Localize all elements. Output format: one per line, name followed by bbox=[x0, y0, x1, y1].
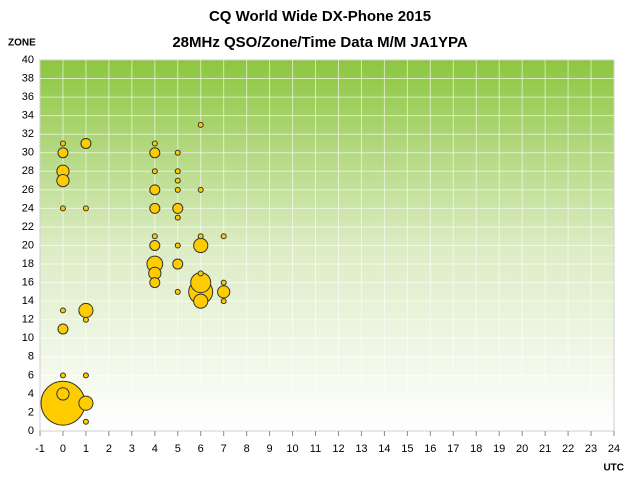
bubble bbox=[172, 258, 184, 270]
x-tick-label: 11 bbox=[310, 443, 321, 455]
y-tick-label: 18 bbox=[22, 258, 34, 270]
y-tick-label: 20 bbox=[22, 239, 34, 251]
bubble bbox=[56, 387, 70, 401]
x-tick-label: 0 bbox=[60, 443, 66, 455]
y-tick-label: 12 bbox=[22, 314, 34, 326]
bubble bbox=[57, 323, 69, 335]
x-tick-label: 8 bbox=[244, 443, 250, 455]
x-tick-label: 5 bbox=[175, 443, 181, 455]
bubble bbox=[59, 307, 66, 314]
bubble bbox=[174, 288, 181, 295]
x-tick-label: 14 bbox=[378, 443, 390, 455]
x-tick-label: 24 bbox=[608, 443, 620, 455]
x-tick-label: 20 bbox=[516, 443, 528, 455]
bubble bbox=[174, 186, 181, 193]
bubble bbox=[57, 147, 69, 159]
bubble bbox=[151, 233, 158, 240]
x-tick-label: 21 bbox=[539, 443, 551, 455]
y-axis-label: ZONE bbox=[8, 38, 36, 49]
y-tick-label: 28 bbox=[22, 165, 34, 177]
y-tick-label: 24 bbox=[22, 202, 34, 214]
y-tick-label: 32 bbox=[22, 128, 34, 140]
bubble bbox=[59, 140, 66, 147]
bubble bbox=[172, 202, 184, 214]
y-tick-label: 26 bbox=[22, 184, 34, 196]
x-tick-label: 19 bbox=[493, 443, 505, 455]
bubble bbox=[197, 233, 204, 240]
y-tick-label: 0 bbox=[28, 425, 34, 437]
bubble bbox=[82, 316, 89, 323]
bubble bbox=[59, 372, 66, 379]
x-tick-label: 3 bbox=[129, 443, 135, 455]
x-tick-label: 18 bbox=[470, 443, 482, 455]
bubble bbox=[151, 168, 158, 175]
chart-subtitle: 28MHz QSO/Zone/Time Data M/M JA1YPA bbox=[172, 34, 468, 51]
bubble bbox=[151, 140, 158, 147]
y-tick-label: 22 bbox=[22, 221, 34, 233]
bubble bbox=[82, 418, 89, 425]
x-tick-label: 15 bbox=[401, 443, 413, 455]
bubble bbox=[220, 298, 227, 305]
y-tick-label: 2 bbox=[28, 406, 34, 418]
bubble bbox=[56, 173, 70, 188]
y-tick-label: 30 bbox=[22, 147, 34, 159]
bubble bbox=[197, 270, 204, 277]
bubble bbox=[193, 293, 209, 309]
bubble bbox=[174, 149, 181, 156]
y-tick-label: 8 bbox=[28, 351, 34, 363]
chart-title: CQ World Wide DX-Phone 2015 bbox=[209, 8, 431, 25]
x-tick-label: 1 bbox=[83, 443, 89, 455]
x-tick-label: 17 bbox=[447, 443, 459, 455]
bubble bbox=[217, 285, 231, 299]
bubble bbox=[149, 202, 161, 214]
bubble bbox=[193, 237, 209, 254]
y-tick-label: 40 bbox=[22, 54, 34, 66]
bubble bbox=[174, 168, 181, 175]
bubble bbox=[149, 147, 161, 159]
x-tick-label: 13 bbox=[355, 443, 367, 455]
bubble bbox=[174, 177, 181, 184]
bubble bbox=[149, 240, 161, 251]
bubble bbox=[82, 372, 89, 379]
x-tick-label: 16 bbox=[424, 443, 436, 455]
x-tick-label: 12 bbox=[332, 443, 344, 455]
bubble bbox=[220, 233, 227, 240]
bubble bbox=[59, 205, 66, 212]
bubble bbox=[149, 277, 161, 289]
y-tick-label: 16 bbox=[22, 277, 34, 289]
x-tick-label: 7 bbox=[221, 443, 227, 455]
bubble bbox=[78, 395, 94, 411]
y-tick-label: 38 bbox=[22, 72, 34, 84]
bubble bbox=[197, 186, 204, 193]
x-axis-label: UTC bbox=[603, 463, 624, 474]
x-tick-label: 9 bbox=[267, 443, 273, 455]
x-tick-label: 10 bbox=[286, 443, 298, 455]
y-tick-label: 10 bbox=[22, 332, 34, 344]
y-tick-label: 14 bbox=[22, 295, 34, 307]
bubble bbox=[174, 242, 181, 249]
bubble bbox=[78, 302, 94, 318]
x-tick-label: -1 bbox=[35, 443, 45, 455]
bubble bbox=[80, 137, 92, 149]
bubble bbox=[220, 279, 227, 286]
bubble bbox=[149, 184, 161, 196]
bubble bbox=[174, 214, 181, 221]
x-tick-label: 23 bbox=[585, 443, 597, 455]
x-tick-label: 6 bbox=[198, 443, 204, 455]
x-tick-label: 22 bbox=[562, 443, 574, 455]
y-tick-label: 4 bbox=[28, 388, 34, 400]
y-tick-label: 6 bbox=[28, 369, 34, 381]
bubble bbox=[197, 121, 204, 128]
x-tick-label: 4 bbox=[152, 443, 158, 455]
y-tick-label: 36 bbox=[22, 91, 34, 103]
bubble bbox=[82, 205, 89, 212]
y-tick-label: 34 bbox=[22, 110, 34, 122]
x-tick-label: 2 bbox=[106, 443, 112, 455]
